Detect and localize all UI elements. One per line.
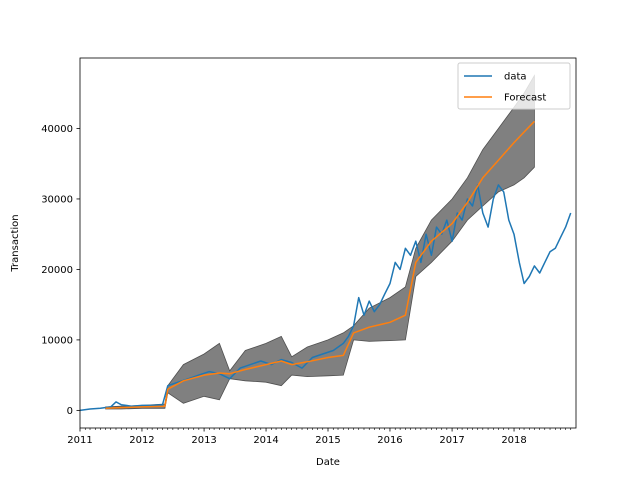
y-tick-label: 0 xyxy=(67,406,73,417)
legend-label-forecast: Forecast xyxy=(504,93,546,104)
y-tick-label: 40000 xyxy=(41,124,73,135)
forecast-confidence-band xyxy=(105,74,535,410)
legend-label-data: data xyxy=(504,72,527,83)
forecast-series-line xyxy=(105,120,535,410)
y-tick-label: 30000 xyxy=(41,194,73,205)
x-axis-ticks: 2011 2012 2013 2014 2015 2016 2017 2018 xyxy=(67,428,572,446)
x-tick-label: 2013 xyxy=(191,435,216,446)
y-tick-label: 20000 xyxy=(41,265,73,276)
legend: data Forecast xyxy=(457,62,571,110)
x-tick-label: 2016 xyxy=(377,435,402,446)
x-axis-label: Date xyxy=(316,457,340,468)
x-tick-label: 2012 xyxy=(129,435,154,446)
y-tick-label: 10000 xyxy=(41,335,73,346)
x-tick-label: 2018 xyxy=(501,435,526,446)
x-tick-label: 2014 xyxy=(253,435,278,446)
x-tick-label: 2011 xyxy=(67,435,92,446)
x-tick-label: 2017 xyxy=(439,435,464,446)
plot-area xyxy=(79,74,572,412)
x-tick-label: 2015 xyxy=(315,435,340,446)
y-axis-ticks: 0 10000 20000 30000 40000 xyxy=(41,124,80,417)
y-axis-label: Transaction xyxy=(10,214,21,272)
